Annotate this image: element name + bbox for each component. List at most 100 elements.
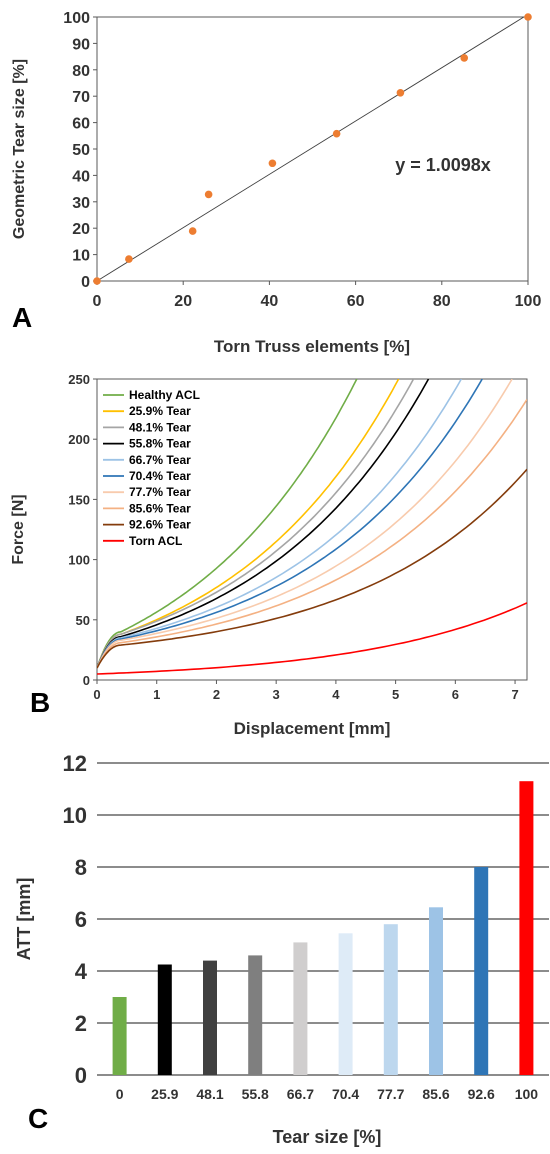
series-line — [97, 602, 527, 675]
bar — [383, 924, 398, 1075]
panel-a-scatter-chart: 0 10 20 30 40 50 60 70 80 90 100 0 20 40 60 80 100 y = 1.… — [11, 10, 541, 356]
legend-label: Torn ACL — [129, 534, 182, 548]
panel-c-bar-chart: 0 2 4 6 8 10 12 0 25.9 48.1 55.8 66.7 70.4 77.7 85.6 92… — [14, 751, 549, 1147]
x-tick-label-c: 55.8 — [242, 1086, 269, 1102]
series-line — [97, 468, 527, 669]
x-tick-label-b: 4 — [332, 687, 340, 702]
y-tick-label-c: 10 — [63, 803, 87, 828]
x-tick-label-b: 0 — [93, 687, 100, 702]
legend-label: 92.6% Tear — [129, 518, 191, 532]
bar — [248, 955, 263, 1075]
y-tick-label-c: 2 — [75, 1011, 87, 1036]
y-tick-label-b: 0 — [83, 673, 90, 688]
legend-label: 70.4% Tear — [129, 469, 191, 483]
y-axis-title-c: ATT [mm] — [14, 878, 34, 961]
trendline-equation-a: y = 1.0098x — [395, 155, 491, 175]
x-axis-title-a: Torn Truss elements [%] — [214, 337, 410, 356]
bar — [519, 781, 534, 1075]
scatter-point — [396, 88, 405, 97]
series-lines-b — [97, 379, 527, 675]
y-tick-label-b: 50 — [76, 613, 90, 628]
legend-label: 55.8% Tear — [129, 437, 191, 451]
bar — [112, 997, 127, 1075]
legend-label: 66.7% Tear — [129, 453, 191, 467]
x-tick-label-b: 2 — [213, 687, 220, 702]
y-tick-label-a: 80 — [72, 63, 90, 80]
scatter-point — [268, 159, 277, 168]
panel-letter-a: A — [12, 302, 32, 333]
bar — [474, 867, 489, 1075]
x-tick-label-b: 3 — [273, 687, 280, 702]
y-tick-label-a: 60 — [72, 116, 90, 133]
plot-area-b — [96, 378, 528, 681]
y-tick-label-c: 0 — [75, 1063, 87, 1088]
x-tick-label-c: 85.6 — [422, 1086, 449, 1102]
panel-letter-b: B — [30, 687, 50, 718]
x-tick-label-c: 0 — [116, 1086, 124, 1102]
y-axis-title-b: Force [N] — [10, 494, 27, 564]
legend-label: Healthy ACL — [129, 388, 200, 402]
bar — [203, 960, 217, 1075]
x-tick-label-a: 80 — [433, 293, 451, 310]
y-tick-label-a: 90 — [72, 36, 90, 53]
x-tick-label-a: 100 — [515, 293, 542, 310]
series-line — [97, 379, 358, 669]
x-tick-label-c: 92.6 — [468, 1086, 495, 1102]
scatter-point — [524, 13, 532, 21]
y-tick-label-a: 30 — [72, 195, 90, 212]
scatter-point — [460, 54, 469, 62]
bar — [293, 942, 308, 1075]
x-axis-title-b: Displacement [mm] — [234, 719, 391, 738]
y-tick-label-b: 150 — [68, 492, 90, 507]
y-tick-label-c: 6 — [75, 907, 87, 932]
y-tick-label-a: 0 — [81, 274, 90, 291]
trendline-a — [96, 16, 525, 282]
y-tick-label-a: 20 — [72, 221, 90, 238]
y-tick-label-a: 40 — [72, 168, 90, 185]
legend-label: 85.6% Tear — [129, 501, 191, 515]
legend-label: 48.1% Tear — [129, 420, 191, 434]
y-tick-label-a: 10 — [72, 248, 90, 265]
series-line — [97, 399, 527, 669]
scatter-point — [204, 190, 213, 199]
y-tick-label-b: 250 — [68, 372, 90, 387]
x-tick-label-c: 66.7 — [287, 1086, 314, 1102]
bar — [429, 907, 443, 1075]
x-tick-label-c: 100 — [515, 1086, 539, 1102]
bar — [338, 933, 353, 1075]
x-tick-label-b: 7 — [511, 687, 518, 702]
x-tick-label-c: 77.7 — [377, 1086, 404, 1102]
series-line — [97, 379, 462, 669]
series-line — [97, 379, 483, 669]
series-line — [97, 379, 430, 669]
y-tick-label-a: 50 — [72, 142, 90, 159]
panel-letter-c: C — [28, 1103, 48, 1134]
scatter-point — [188, 227, 197, 235]
x-tick-label-a: 40 — [261, 293, 279, 310]
scatter-point — [125, 255, 133, 263]
series-line — [97, 379, 513, 669]
y-axis-title-a: Geometric Tear size [%] — [11, 59, 28, 239]
legend-label: 25.9% Tear — [129, 404, 191, 418]
bar — [157, 964, 172, 1075]
x-tick-label-b: 6 — [452, 687, 459, 702]
x-tick-label-c: 48.1 — [196, 1086, 223, 1102]
y-tick-label-a: 70 — [72, 89, 90, 106]
x-tick-label-c: 25.9 — [151, 1086, 178, 1102]
x-tick-label-b: 5 — [392, 687, 399, 702]
legend-label: 77.7% Tear — [129, 485, 191, 499]
y-tick-label-a: 100 — [63, 10, 90, 27]
series-line — [97, 379, 415, 669]
y-tick-label-c: 12 — [63, 751, 87, 776]
x-tick-label-a: 20 — [174, 293, 192, 310]
x-tick-label-b: 1 — [153, 687, 160, 702]
x-tick-label-c: 70.4 — [332, 1086, 359, 1102]
scatter-point — [93, 277, 101, 285]
y-tick-label-c: 4 — [75, 959, 88, 984]
x-axis-title-c: Tear size [%] — [273, 1127, 382, 1147]
scatter-point — [332, 129, 341, 138]
x-tick-label-a: 60 — [347, 293, 365, 310]
y-tick-label-b: 200 — [68, 432, 90, 447]
y-tick-label-c: 8 — [75, 855, 87, 880]
